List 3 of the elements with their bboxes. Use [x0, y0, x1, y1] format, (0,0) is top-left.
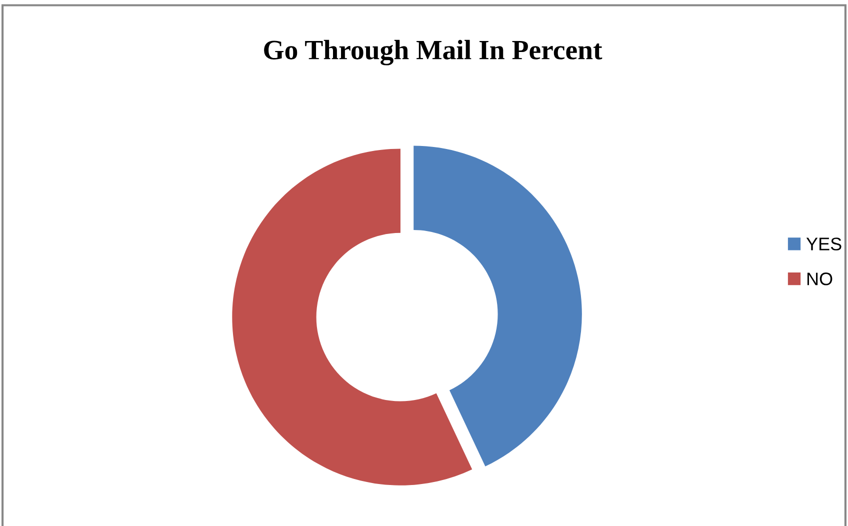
legend-label: YES [806, 238, 842, 250]
chart-title: Go Through Mail In Percent [264, 40, 602, 66]
legend-label: NO [807, 272, 832, 286]
